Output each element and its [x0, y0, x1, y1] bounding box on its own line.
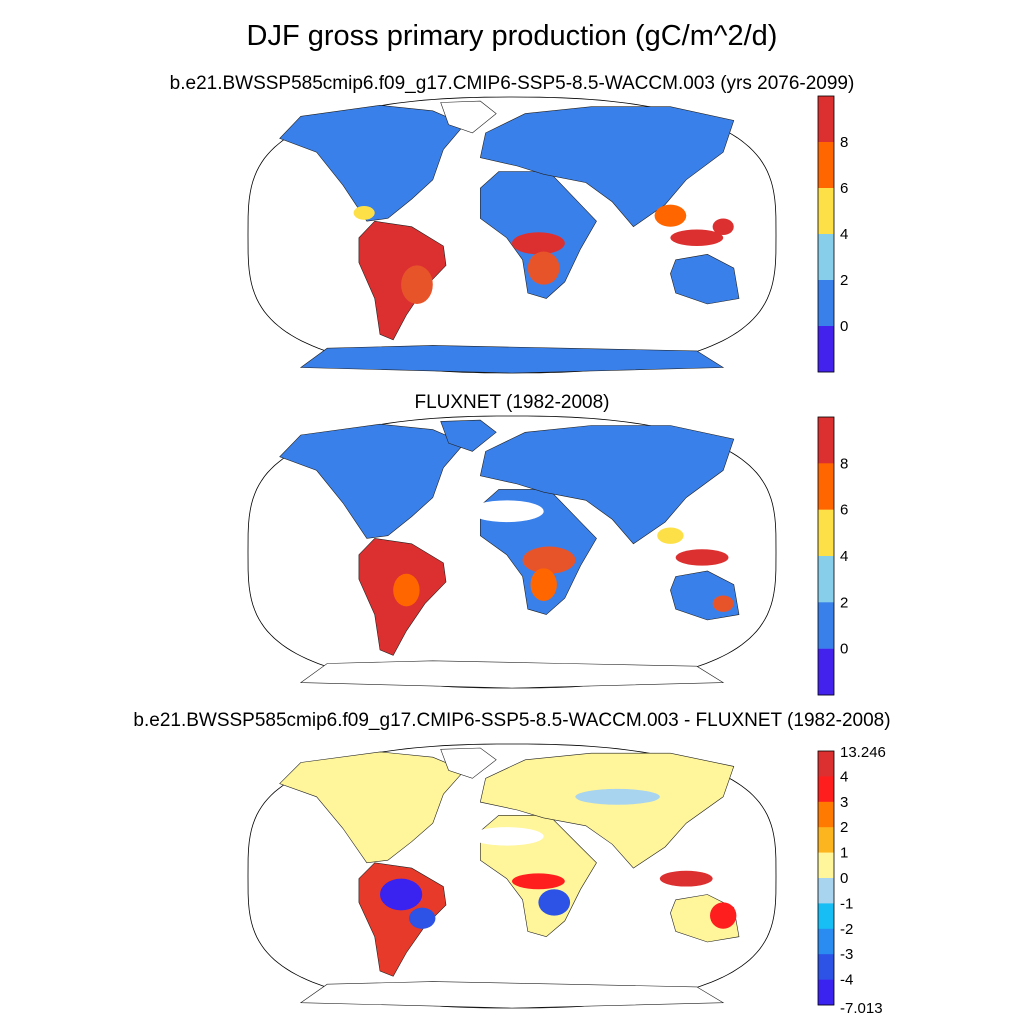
colorbar-swatch-2 [818, 801, 834, 828]
colorbar-tick-label: 0 [840, 318, 848, 335]
colorbar-frame [817, 416, 835, 696]
continent-antarctica [299, 345, 725, 374]
colorbar-swatch-1 [818, 142, 834, 189]
colorbar-tick-label: 2 [840, 594, 848, 611]
colorbar: 13.246 4 3 2 1 0 -1 -2 -3 -4 -7.013 [817, 744, 886, 1017]
gpp-region-3 [538, 889, 571, 916]
gpp-region-1 [409, 907, 436, 929]
colorbar-tick-label: -7.013 [840, 1000, 883, 1017]
colorbar-swatch-3 [818, 234, 834, 281]
continent-greenland [440, 100, 497, 134]
colorbar-swatch-0 [818, 751, 834, 777]
fluxnet-map-panel: 8 6 4 2 0 [247, 415, 848, 696]
gpp-region-5 [670, 229, 724, 247]
colorbar-tick-label: 2 [840, 819, 848, 836]
colorbar-swatch-5 [818, 326, 834, 373]
colorbar-frame [817, 95, 835, 373]
gpp-region-2 [512, 873, 565, 890]
colorbar-swatch-8 [818, 954, 834, 980]
colorbar-swatch-4 [818, 280, 834, 327]
colorbar-swatch-6 [818, 903, 834, 930]
gpp-region-2 [530, 568, 557, 601]
colorbar-swatch-5 [818, 878, 834, 904]
model-panel-title: b.e21.BWSSP585cmip6.f09_g17.CMIP6-SSP5-8… [169, 73, 855, 94]
colorbar-tick-label: 13.246 [840, 744, 886, 761]
colorbar-swatch-2 [818, 509, 834, 557]
colorbar-tick-label: 2 [840, 272, 848, 289]
continent-eurasia [479, 752, 735, 869]
colorbar-tick-label: 3 [840, 794, 848, 811]
colorbar-tick-label: 6 [840, 502, 848, 519]
gpp-region-7 [575, 788, 660, 805]
continent-northAmerica [279, 104, 465, 222]
colorbar-swatch-9 [818, 979, 834, 1006]
difference-panel-title: b.e21.BWSSP585cmip6.f09_g17.CMIP6-SSP5-8… [133, 710, 891, 731]
main-title: DJF gross primary production (gC/m^2/d) [246, 20, 778, 52]
gpp-region-3 [657, 527, 684, 544]
continent-northAmerica [279, 751, 466, 864]
gpp-region-0 [380, 878, 423, 911]
colorbar-tick-label: -1 [840, 895, 853, 912]
colorbar-tick-label: -3 [840, 946, 853, 963]
gpp-region-6 [712, 595, 734, 612]
colorbar-tick-label: 4 [840, 768, 848, 785]
colorbar-tick-label: -4 [840, 972, 853, 989]
continent-northAmerica [279, 423, 465, 539]
colorbar-tick-label: 0 [840, 641, 848, 658]
colorbar: 8 6 4 2 0 [817, 416, 848, 696]
colorbar-frame [817, 750, 835, 1006]
gpp-region-0 [369, 226, 423, 266]
continent-greenland [440, 419, 497, 452]
colorbar-swatch-3 [818, 556, 834, 603]
gpp-region-5 [659, 870, 713, 887]
gpp-region-5 [393, 573, 420, 607]
colorbar-tick-label: 1 [840, 845, 848, 862]
colorbar-swatch-0 [818, 96, 834, 143]
gpp-region-4 [469, 827, 544, 846]
continent-antarctica [299, 981, 725, 1009]
colorbar-swatch-7 [818, 928, 834, 955]
colorbar-tick-label: 6 [840, 180, 848, 197]
colorbar-tick-label: 8 [840, 134, 848, 151]
colorbar-tick-label: 8 [840, 455, 848, 472]
continent-eurasia [479, 106, 735, 228]
colorbar-swatch-3 [818, 827, 834, 853]
gpp-region-0 [469, 500, 544, 523]
continent-greenland [440, 747, 497, 779]
gpp-region-6 [712, 218, 734, 235]
colorbar-tick-label: -2 [840, 921, 853, 938]
gpp-region-3 [527, 251, 560, 285]
continent-australia [670, 253, 740, 305]
colorbar-swatch-1 [818, 776, 834, 803]
model-map-panel: 8 6 4 2 0 [247, 95, 848, 374]
colorbar-swatch-0 [818, 417, 834, 464]
colorbar-swatch-4 [818, 602, 834, 649]
colorbar-swatch-5 [818, 648, 834, 696]
gpp-region-1 [401, 265, 433, 304]
continent-antarctica [299, 660, 725, 689]
colorbar-tick-label: 0 [840, 870, 848, 887]
colorbar-swatch-1 [818, 463, 834, 510]
colorbar-swatch-2 [818, 188, 834, 235]
fluxnet-panel-title: FLUXNET (1982-2008) [414, 392, 610, 413]
colorbar-tick-label: 4 [840, 548, 848, 565]
colorbar-swatch-4 [818, 852, 834, 879]
gpp-region-6 [710, 902, 737, 929]
colorbar: 8 6 4 2 0 [817, 95, 848, 373]
gpp-region-4 [654, 204, 687, 227]
gpp-region-7 [353, 206, 375, 220]
colorbar-tick-label: 4 [840, 226, 848, 243]
gpp-region-4 [675, 549, 729, 566]
difference-map-panel: 13.246 4 3 2 1 0 -1 -2 -3 -4 -7.013 [247, 743, 886, 1017]
continent-eurasia [479, 425, 735, 545]
gpp-region-1 [522, 546, 576, 574]
gpp-region-2 [512, 232, 565, 255]
